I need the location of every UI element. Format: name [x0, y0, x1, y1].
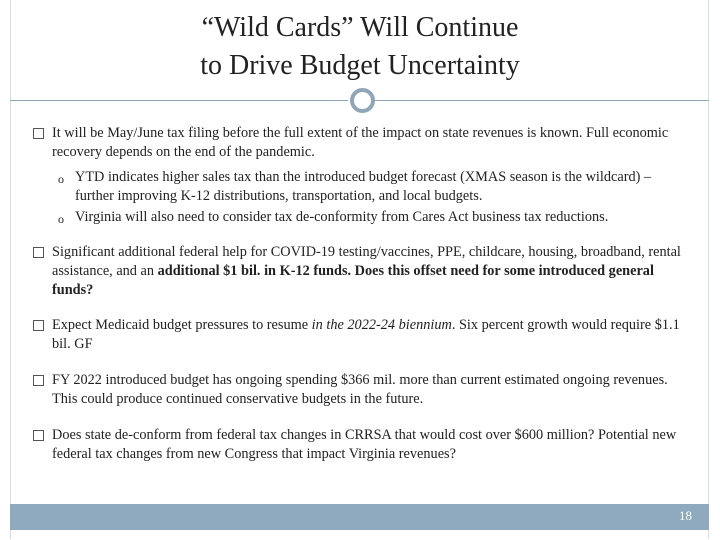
- sub-marker: o: [58, 172, 64, 186]
- bullet: FY 2022 introduced budget has ongoing sp…: [52, 371, 688, 409]
- bullet-marker: [33, 320, 44, 331]
- bullet-marker: [33, 128, 44, 139]
- text: Does state de-conform from federal tax c…: [52, 427, 677, 462]
- bullet: Does state de-conform from federal tax c…: [52, 426, 688, 464]
- sub-bullet: Virginia will also need to consider tax …: [75, 209, 609, 225]
- divider: [10, 100, 348, 101]
- bullet: It will be May/June tax filing before th…: [52, 124, 688, 162]
- page-number: 18: [679, 508, 692, 523]
- text: . Six percent growth would require $1.1 …: [52, 317, 680, 352]
- text: It will be May/June tax filing before th…: [52, 125, 669, 160]
- text: Expect Medicaid budget pressures to resu…: [52, 317, 312, 333]
- bold-text: additional $1 bil. in K-12 funds. Does t…: [52, 263, 654, 298]
- title-line: to Drive Budget Uncertainty: [200, 50, 520, 81]
- footer-bar: [10, 504, 709, 530]
- text: Significant additional federal help for …: [52, 244, 681, 279]
- title-line: “Wild Cards” Will Continue: [201, 12, 519, 43]
- bullet: Significant additional federal help for …: [52, 243, 688, 300]
- sub-bullet: YTD indicates higher sales tax than the …: [75, 169, 652, 204]
- bullet-marker: [33, 430, 44, 441]
- bullet-marker: [33, 375, 44, 386]
- frame: [10, 0, 709, 539]
- italic-text: in the 2022-24 biennium: [311, 317, 452, 333]
- divider-ring: [350, 88, 375, 113]
- bullet: Expect Medicaid budget pressures to resu…: [52, 316, 688, 354]
- bullet-marker: [33, 247, 44, 258]
- text: FY 2022 introduced budget has ongoing sp…: [52, 372, 668, 407]
- sub-marker: o: [58, 212, 64, 226]
- divider: [375, 100, 709, 101]
